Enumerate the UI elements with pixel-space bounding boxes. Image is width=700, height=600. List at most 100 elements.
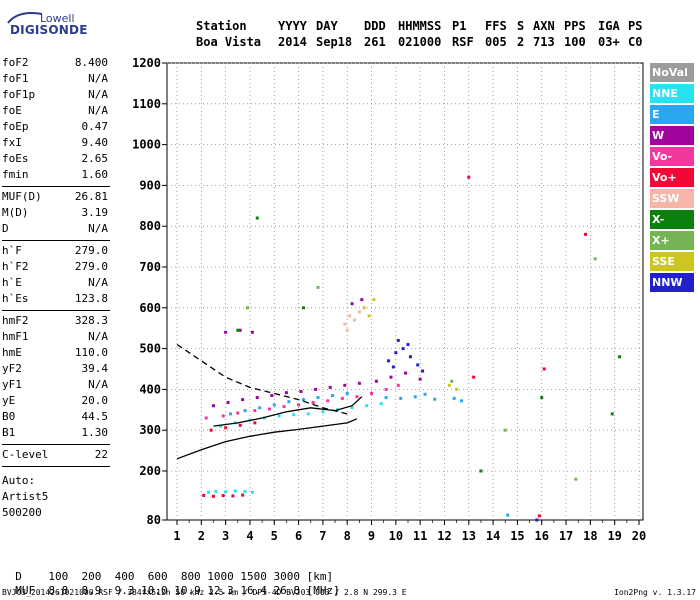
y-tick-label: 300	[139, 423, 161, 437]
parameter-value: N/A	[88, 222, 108, 235]
parameter-row: h`E N/A	[2, 276, 108, 292]
data-point	[584, 232, 588, 236]
data-point	[450, 379, 454, 383]
header-label: IGA	[598, 19, 620, 33]
x-tick-label: 10	[389, 529, 403, 543]
parameter-row: yE 20.0	[2, 394, 108, 410]
parameter-row: h`F2 279.0	[2, 260, 108, 276]
data-point	[396, 338, 400, 342]
y-tick-label: 80	[147, 513, 161, 527]
data-point	[391, 365, 395, 369]
data-point	[423, 392, 427, 396]
y-tick-label: 1200	[132, 56, 161, 70]
parameter-value: N/A	[88, 378, 108, 391]
data-point	[357, 381, 361, 385]
header-value: 03+	[598, 35, 620, 49]
data-point	[255, 396, 259, 400]
data-point	[243, 409, 247, 413]
data-point	[236, 411, 240, 415]
data-point	[311, 400, 315, 404]
plot-frame	[166, 62, 644, 521]
profile-curve-dashed	[176, 343, 348, 415]
parameter-key: hmF2	[2, 314, 29, 327]
data-point	[282, 405, 286, 409]
data-point	[357, 310, 361, 314]
parameter-value: 328.3	[74, 314, 108, 327]
data-point	[535, 518, 539, 522]
parameter-key: MUF(D)	[2, 190, 42, 203]
data-point	[447, 383, 451, 387]
data-point	[316, 396, 320, 400]
data-point	[472, 375, 476, 379]
parameter-value: 279.0	[74, 244, 108, 257]
legend-item: SSW	[650, 189, 694, 208]
data-point	[574, 477, 578, 481]
parameter-row: foF2 8.400	[2, 56, 108, 72]
data-point	[413, 395, 417, 399]
autoscaling-info: Auto:	[2, 474, 36, 487]
parameter-value: N/A	[88, 72, 108, 85]
parameter-value: 26.81	[74, 190, 108, 203]
parameter-value: 279.0	[74, 260, 108, 273]
header-label: HHMMSS	[398, 19, 442, 33]
parameter-key: foF1p	[2, 88, 36, 101]
parameter-value: 1.30	[81, 426, 109, 439]
logo-main-text: DIGISONDE	[10, 23, 88, 37]
parameter-row: foEs 2.65	[2, 152, 108, 168]
header-label: AXN	[533, 19, 555, 33]
data-point	[272, 403, 276, 407]
parameter-value: 44.5	[81, 410, 109, 423]
header-value: 261	[364, 35, 386, 49]
data-point	[292, 413, 296, 417]
header-label: P1	[452, 19, 467, 33]
parameter-key: D	[2, 222, 9, 235]
header-value: 100	[564, 35, 586, 49]
data-point	[214, 489, 218, 493]
parameter-row: foE N/A	[2, 104, 108, 120]
x-tick-label: 18	[583, 529, 597, 543]
legend-item: X-	[650, 210, 694, 229]
header-label: DDD	[364, 19, 386, 33]
header-value: C0	[628, 35, 643, 49]
data-point	[370, 391, 374, 395]
data-point	[306, 412, 310, 416]
data-point	[316, 285, 320, 289]
parameter-row: yF1 N/A	[2, 378, 108, 394]
data-point	[350, 302, 354, 306]
parameter-value: 9.40	[81, 136, 109, 149]
parameter-key: foEp	[2, 120, 29, 133]
data-point	[389, 375, 393, 379]
parameter-row: C-level 22	[2, 448, 108, 464]
data-point	[459, 399, 463, 403]
parameter-key: fmin	[2, 168, 29, 181]
data-point	[348, 314, 352, 318]
data-point	[224, 490, 228, 494]
data-point	[299, 389, 303, 393]
x-tick-label: 11	[413, 529, 427, 543]
parameter-row: fxI 9.40	[2, 136, 108, 152]
data-point	[321, 410, 325, 414]
legend-item: NNE	[650, 84, 694, 103]
data-point	[246, 306, 250, 310]
data-point	[326, 399, 330, 403]
data-point	[610, 412, 614, 416]
header-label: S	[517, 19, 525, 33]
parameter-key: B0	[2, 410, 16, 423]
data-point	[540, 396, 544, 400]
ionogram-chart: 1 2 3 4 5 6 7 8 9 10 11 12 13 14 15 16 17 18 19 20802003004…	[132, 56, 646, 543]
parameter-row: MUF(D) 26.81	[2, 190, 108, 206]
data-point	[418, 377, 422, 381]
data-point	[277, 414, 281, 418]
data-point	[399, 396, 403, 400]
x-tick-label: 6	[295, 529, 302, 543]
parameter-key: h`E	[2, 276, 22, 289]
data-point	[345, 328, 349, 332]
x-tick-label: 9	[368, 529, 375, 543]
x-tick-label: 13	[462, 529, 476, 543]
data-point	[394, 351, 398, 355]
header-value: RSF	[452, 35, 474, 49]
parameter-row: B1 1.30	[2, 426, 108, 442]
data-point	[221, 494, 225, 497]
parameter-value: 0.47	[81, 120, 109, 133]
data-point	[404, 371, 408, 375]
